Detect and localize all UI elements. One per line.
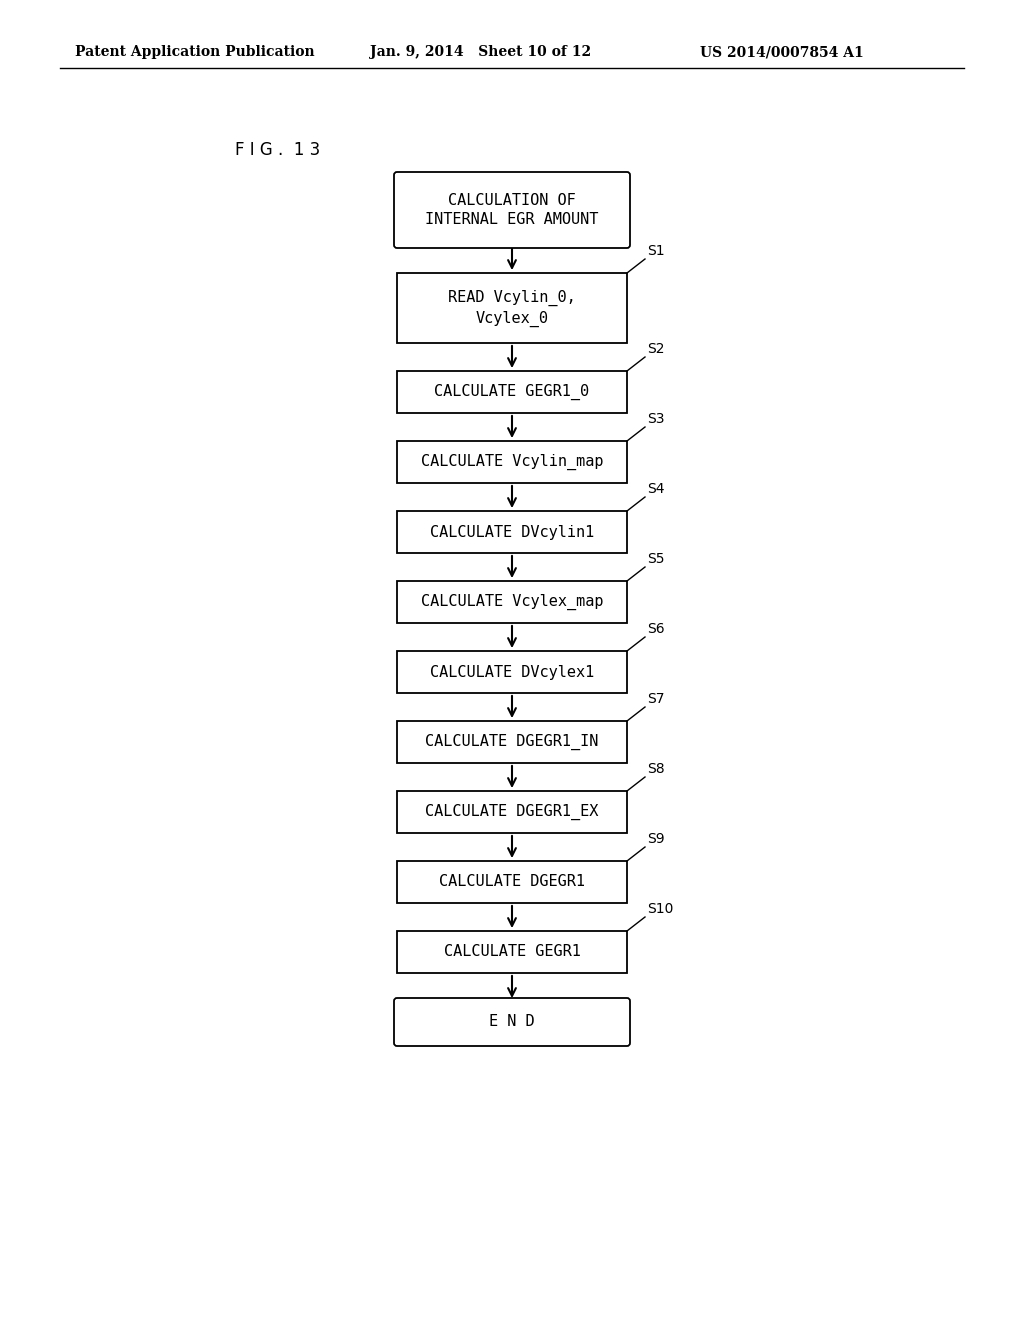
Bar [397,581,627,623]
Text: CALCULATE GEGR1: CALCULATE GEGR1 [443,945,581,960]
Text: S3: S3 [647,412,665,426]
Text: S2: S2 [647,342,665,356]
Text: CALCULATE DGEGR1_EX: CALCULATE DGEGR1_EX [425,804,599,820]
Text: Patent Application Publication: Patent Application Publication [75,45,314,59]
FancyBboxPatch shape [394,172,630,248]
Text: S8: S8 [647,762,665,776]
Bar [397,273,627,343]
Text: CALCULATE DGEGR1_IN: CALCULATE DGEGR1_IN [425,734,599,750]
Text: S1: S1 [647,244,665,257]
Text: READ Vcylin_0,
Vcylex_0: READ Vcylin_0, Vcylex_0 [449,289,575,326]
Bar [397,721,627,763]
Text: F I G .  1 3: F I G . 1 3 [234,141,321,158]
Bar [397,791,627,833]
Text: Jan. 9, 2014   Sheet 10 of 12: Jan. 9, 2014 Sheet 10 of 12 [370,45,591,59]
Text: S10: S10 [647,902,674,916]
Bar [397,441,627,483]
Text: S6: S6 [647,622,665,636]
Text: E N D: E N D [489,1015,535,1030]
Bar [397,651,627,693]
Text: S4: S4 [647,482,665,496]
Text: CALCULATE Vcylin_map: CALCULATE Vcylin_map [421,454,603,470]
Bar [397,511,627,553]
Text: S9: S9 [647,832,665,846]
Text: CALCULATE Vcylex_map: CALCULATE Vcylex_map [421,594,603,610]
Text: CALCULATE GEGR1_0: CALCULATE GEGR1_0 [434,384,590,400]
Bar [397,371,627,413]
Text: S7: S7 [647,692,665,706]
Text: S5: S5 [647,552,665,566]
FancyBboxPatch shape [394,998,630,1045]
Text: CALCULATE DGEGR1: CALCULATE DGEGR1 [439,874,585,890]
Text: CALCULATE DVcylin1: CALCULATE DVcylin1 [430,524,594,540]
Text: CALCULATE DVcylex1: CALCULATE DVcylex1 [430,664,594,680]
Bar [397,861,627,903]
Text: US 2014/0007854 A1: US 2014/0007854 A1 [700,45,864,59]
Bar [397,931,627,973]
Text: CALCULATION OF
INTERNAL EGR AMOUNT: CALCULATION OF INTERNAL EGR AMOUNT [425,193,599,227]
